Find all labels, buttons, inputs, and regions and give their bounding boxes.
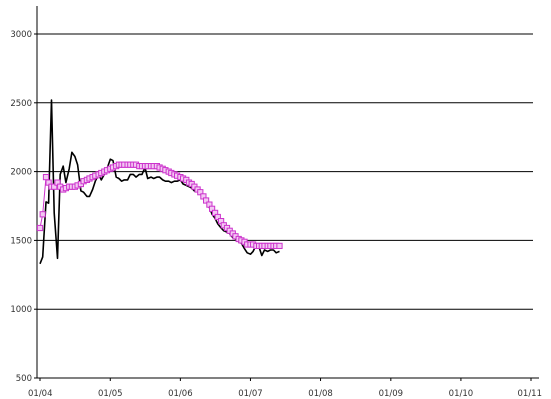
y-tick-label: 1500 — [10, 236, 32, 246]
series — [36, 99, 283, 265]
y-tick-label: 3000 — [10, 30, 32, 40]
trend-point-marker — [203, 197, 210, 204]
trend-point-marker — [42, 174, 50, 181]
trend-point-marker — [36, 224, 44, 232]
y-tick-label: 500 — [16, 374, 32, 384]
trend-point-marker — [51, 183, 58, 190]
trend-point-marker — [214, 213, 221, 221]
trend-point-marker — [276, 242, 283, 250]
x-tick-label: 01/06 — [168, 389, 193, 399]
x-tick-label: 01/04 — [28, 389, 53, 399]
axes — [34, 6, 539, 381]
x-tick-label: 01/07 — [238, 389, 263, 399]
x-tick-label: 01/05 — [98, 389, 123, 399]
gridlines — [37, 33, 533, 310]
y-tick-label: 2000 — [10, 168, 32, 178]
x-tick-label: 01/08 — [308, 389, 333, 399]
y-tick-label: 2500 — [10, 99, 32, 109]
y-tick-label: 1000 — [10, 305, 32, 315]
x-tick-label: 01/10 — [449, 389, 474, 399]
x-tick-label: 01/11 — [518, 389, 543, 399]
trend-point-marker — [197, 189, 204, 196]
trend-point-marker — [39, 211, 46, 218]
tick-labels: 500 1000 1500 2000 2500 3000 01/04 01/05 01/06 01… — [10, 30, 542, 399]
x-tick-label: 01/09 — [379, 389, 404, 399]
